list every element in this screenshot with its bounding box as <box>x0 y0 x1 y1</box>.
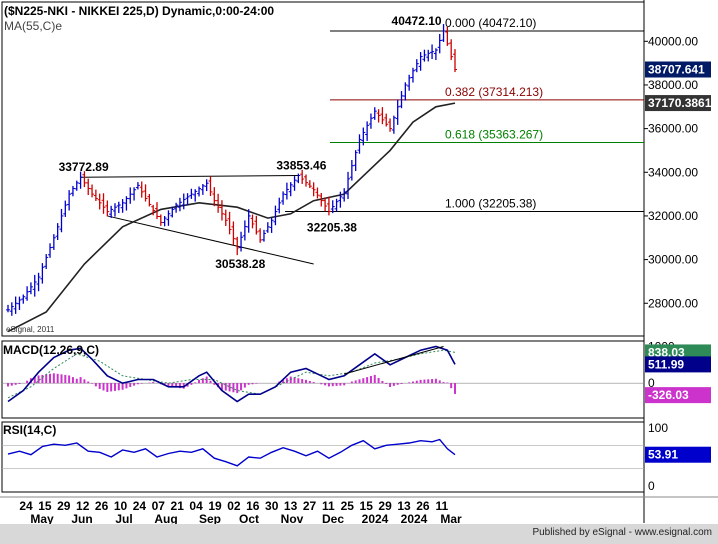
x-tick-label: 04 <box>189 499 203 513</box>
price-trendline <box>80 174 299 178</box>
macd-panel <box>2 345 644 403</box>
x-tick-label: 07 <box>152 499 166 513</box>
ma-legend: MA(55,C)e <box>4 19 62 33</box>
price-annotations: 40472.10 33772.89 33853.46 32205.38 30538.28 <box>59 14 442 271</box>
macd-title: MACD(12,26,9,C) <box>3 343 99 357</box>
x-month-label: Nov <box>281 512 304 526</box>
x-tick-label: 25 <box>341 499 355 513</box>
x-tick-label: 11 <box>322 499 335 513</box>
rsi-line <box>7 438 456 467</box>
x-tick-label: 21 <box>171 499 185 513</box>
price-y-tick-label: 30000.00 <box>648 253 698 267</box>
ma55-line <box>7 102 456 333</box>
x-tick-label: 26 <box>416 499 430 513</box>
macd-value-label: 511.99 <box>648 357 684 371</box>
x-tick-label: 24 <box>133 499 147 513</box>
price-y-tick-label: 28000.00 <box>648 296 698 310</box>
x-tick-label: 29 <box>57 499 71 513</box>
rsi-value-box <box>645 446 711 463</box>
x-month-label: Dec <box>322 512 344 526</box>
last-price-box <box>645 61 711 78</box>
macd-hist-value-label: -326.03 <box>648 388 689 402</box>
rsi-y-tick-label: 0 <box>648 479 655 493</box>
x-month-label: 2024 <box>362 512 389 526</box>
price-y-tick-label: 32000.00 <box>648 209 698 223</box>
x-tick-label: 26 <box>95 499 109 513</box>
x-month-label: Mar <box>440 512 462 526</box>
x-tick-label: 15 <box>38 499 52 513</box>
trendlines <box>80 174 314 265</box>
macd-signal-value-label: 838.03 <box>648 345 685 359</box>
price-annotation: 33853.46 <box>276 158 326 172</box>
x-tick-label: 30 <box>265 499 279 513</box>
panel-labels: ($N225-NKI - NIKKEI 225,D) Dynamic,0:00-… <box>3 4 274 437</box>
x-month-label: 2024 <box>401 512 428 526</box>
x-month-label: Oct <box>239 512 259 526</box>
macd-hist-value-box <box>645 387 711 404</box>
price-annotation: 40472.10 <box>392 14 442 28</box>
x-tick-label: 16 <box>246 499 260 513</box>
rsi-value-label: 53.91 <box>648 448 678 462</box>
panel-frames <box>0 0 718 523</box>
price-bars <box>6 24 457 316</box>
rsi-y-tick-label: 100 <box>648 421 668 435</box>
macd-signal-line <box>7 349 456 399</box>
x-tick-label: 24 <box>19 499 33 513</box>
price-trendline <box>107 215 314 265</box>
x-tick-label: 02 <box>227 499 241 513</box>
fib-level-label: 0.000 (40472.10) <box>445 16 536 30</box>
x-tick-label: 29 <box>378 499 392 513</box>
x-month-label: May <box>30 512 54 526</box>
rsi-panel <box>2 438 644 469</box>
x-tick-label: 12 <box>76 499 90 513</box>
fib-level-label: 1.000 (32205.38) <box>445 196 536 210</box>
ma-series <box>7 102 456 333</box>
x-month-label: Sep <box>199 512 221 526</box>
macd-line <box>7 345 456 403</box>
axes: 28000.00 30000.00 32000.00 34000.00 36000.00… <box>19 34 698 526</box>
last-ma-box <box>645 95 711 112</box>
fibonacci-levels: 0.000 (40472.10) 0.382 (37314.213) 0.618 (… <box>285 16 644 212</box>
price-annotation: 32205.38 <box>307 220 357 234</box>
macd-value-box <box>645 356 711 373</box>
footer-bar: Published by eSignal - www.esignal.com <box>0 524 718 544</box>
chart-title: ($N225-NKI - NIKKEI 225,D) Dynamic,0:00-… <box>4 4 274 18</box>
x-tick-label: 10 <box>114 499 128 513</box>
macd-y-tick-label: 0 <box>648 376 655 390</box>
watermark: eSignal, 2011 <box>6 325 55 334</box>
x-tick-label: 13 <box>397 499 411 513</box>
x-month-label: Jul <box>115 512 132 526</box>
price-annotation: 33772.89 <box>59 160 109 174</box>
last-price-label: 38707.641 <box>648 63 705 77</box>
macd-trendline <box>344 346 444 375</box>
footer-text: Published by eSignal - www.esignal.com <box>532 527 712 538</box>
x-tick-label: 19 <box>208 499 222 513</box>
price-annotation: 30538.28 <box>215 257 265 271</box>
x-tick-label: 27 <box>303 499 317 513</box>
panel-frame-2 <box>1 421 645 493</box>
fib-level-label: 0.382 (37314.213) <box>445 85 543 99</box>
x-month-label: Aug <box>154 512 177 526</box>
x-month-label: Jun <box>71 512 92 526</box>
price-y-tick-label: 40000.00 <box>648 34 698 48</box>
last-ma-label: 37170.3861 <box>648 96 712 110</box>
price-y-tick-label: 34000.00 <box>648 165 698 179</box>
rsi-title: RSI(14,C) <box>3 423 56 437</box>
price-y-tick-label: 38000.00 <box>648 78 698 92</box>
price-y-tick-label: 36000.00 <box>648 122 698 136</box>
x-tick-label: 15 <box>360 499 374 513</box>
x-tick-label: 13 <box>284 499 298 513</box>
fib-level-label: 0.618 (35363.267) <box>445 128 543 142</box>
x-tick-label: 11 <box>435 499 448 513</box>
